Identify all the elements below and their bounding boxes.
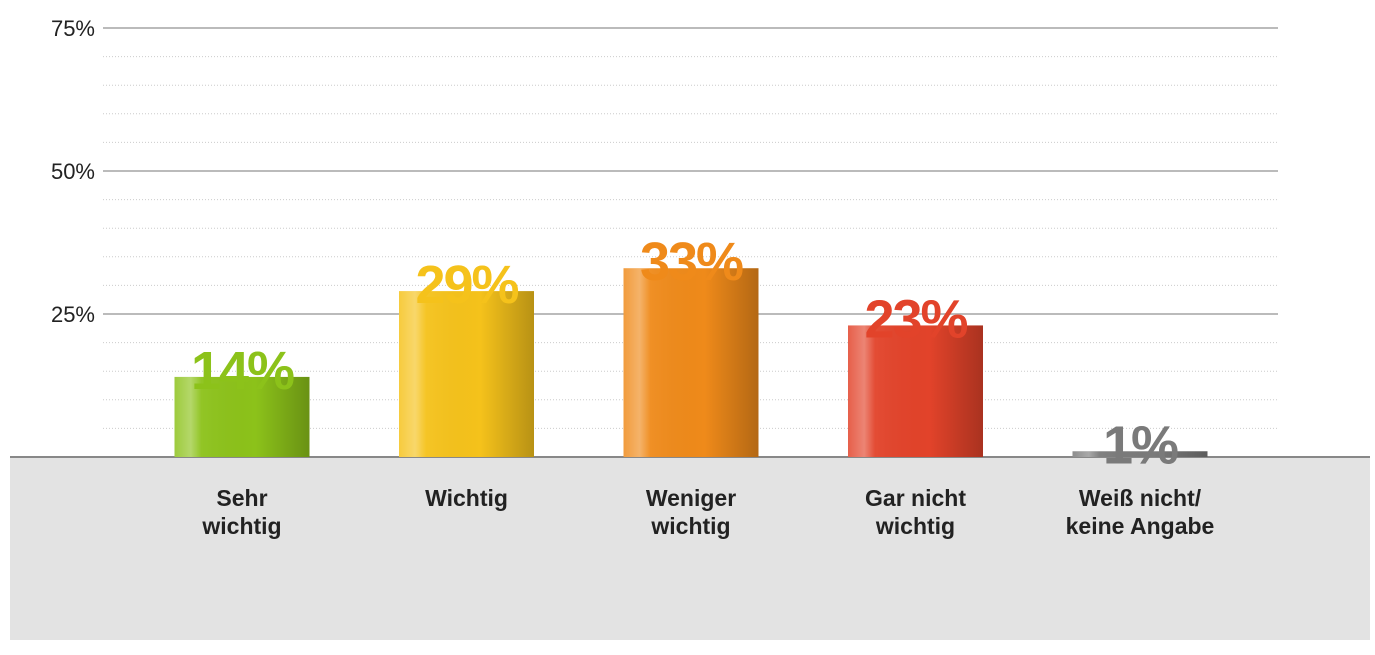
x-tick-label: Gar nicht wichtig <box>865 485 966 539</box>
bar-shade <box>848 325 983 457</box>
x-tick-label: Sehr wichtig <box>202 485 282 539</box>
bar-shade <box>174 376 310 457</box>
value-label: 14% <box>191 341 294 401</box>
value-label: 29% <box>415 255 518 315</box>
value-label: 33% <box>640 232 743 292</box>
y-tick-label: 75% <box>51 16 95 41</box>
bar-shade <box>1072 451 1208 457</box>
x-tick-label: Weiß nicht/ keine Angabe <box>1065 485 1215 539</box>
bar-shade <box>623 268 759 457</box>
y-tick-label: 50% <box>51 159 95 184</box>
value-label: 23% <box>864 289 967 349</box>
x-tick-label: Weniger wichtig <box>645 485 737 539</box>
y-tick-label: 25% <box>51 302 95 327</box>
floor <box>10 457 1370 640</box>
bar-shade <box>399 291 534 457</box>
value-label: 1% <box>1103 415 1178 475</box>
x-tick-label: Wichtig <box>425 485 508 511</box>
